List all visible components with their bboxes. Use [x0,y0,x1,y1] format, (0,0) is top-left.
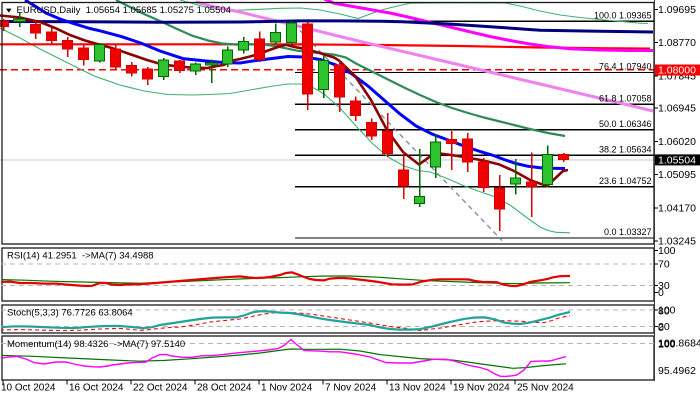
svg-text:20: 20 [658,321,670,333]
svg-text:Momentum(14) 98.4326 ->MA(7): Momentum(14) 98.4326 ->MA(7) 97.5140 [7,339,185,350]
svg-text:1.05504: 1.05504 [658,154,696,166]
svg-text:1.03245: 1.03245 [658,236,696,248]
svg-text:1 Nov 2024: 1 Nov 2024 [261,383,313,394]
svg-text:95.4962: 95.4962 [658,365,696,377]
svg-text:80: 80 [658,305,670,317]
svg-text:50.0 1.06346: 50.0 1.06346 [599,119,652,129]
svg-text:0: 0 [658,287,664,299]
svg-text:100.8684: 100.8684 [658,338,700,350]
svg-text:100: 100 [658,339,676,351]
svg-text:Stoch(5,3,3) 76.7726 63.8064: Stoch(5,3,3) 76.7726 63.8064 [7,308,133,319]
svg-text:30: 30 [658,280,670,292]
svg-text:0.0 1.03327: 0.0 1.03327 [604,227,652,237]
svg-text:1.08000: 1.08000 [658,65,696,77]
svg-text:76.4 1.07940: 76.4 1.07940 [599,62,652,72]
svg-text:1.08770: 1.08770 [658,37,696,49]
svg-text:16 Oct 2024: 16 Oct 2024 [69,383,124,394]
svg-text:19 Nov 2024: 19 Nov 2024 [453,383,510,394]
svg-text:RSI(14) 41.2951 ->MA(7) 34.49: RSI(14) 41.2951 ->MA(7) 34.4988 [7,251,154,262]
svg-text:100.0 1.09365: 100.0 1.09365 [594,11,652,21]
svg-text:38.2 1.05634: 38.2 1.05634 [599,144,652,154]
svg-text:EURUSD,Daily 1.05654 1.05685: EURUSD,Daily 1.05654 1.05685 1.05275 1.0… [17,5,231,16]
svg-text:25 Nov 2024: 25 Nov 2024 [517,383,574,394]
svg-text:100: 100 [658,305,676,317]
svg-text:22 Oct 2024: 22 Oct 2024 [133,383,188,394]
svg-text:10 Oct 2024: 10 Oct 2024 [1,383,56,394]
svg-text:1.09695: 1.09695 [658,4,696,16]
svg-text:100: 100 [658,245,676,257]
svg-text:61.8 1.07058: 61.8 1.07058 [599,93,652,103]
svg-text:1.04170: 1.04170 [658,202,696,214]
svg-text:1.05095: 1.05095 [658,169,696,181]
svg-text:0: 0 [658,322,664,334]
svg-text:23.6 1.04752: 23.6 1.04752 [599,176,652,186]
svg-text:70: 70 [658,259,670,271]
svg-text:1.06020: 1.06020 [658,136,696,148]
svg-text:1.06945: 1.06945 [658,103,696,115]
svg-text:13 Nov 2024: 13 Nov 2024 [389,383,446,394]
svg-text:7 Nov 2024: 7 Nov 2024 [325,383,377,394]
svg-text:28 Oct 2024: 28 Oct 2024 [197,383,252,394]
